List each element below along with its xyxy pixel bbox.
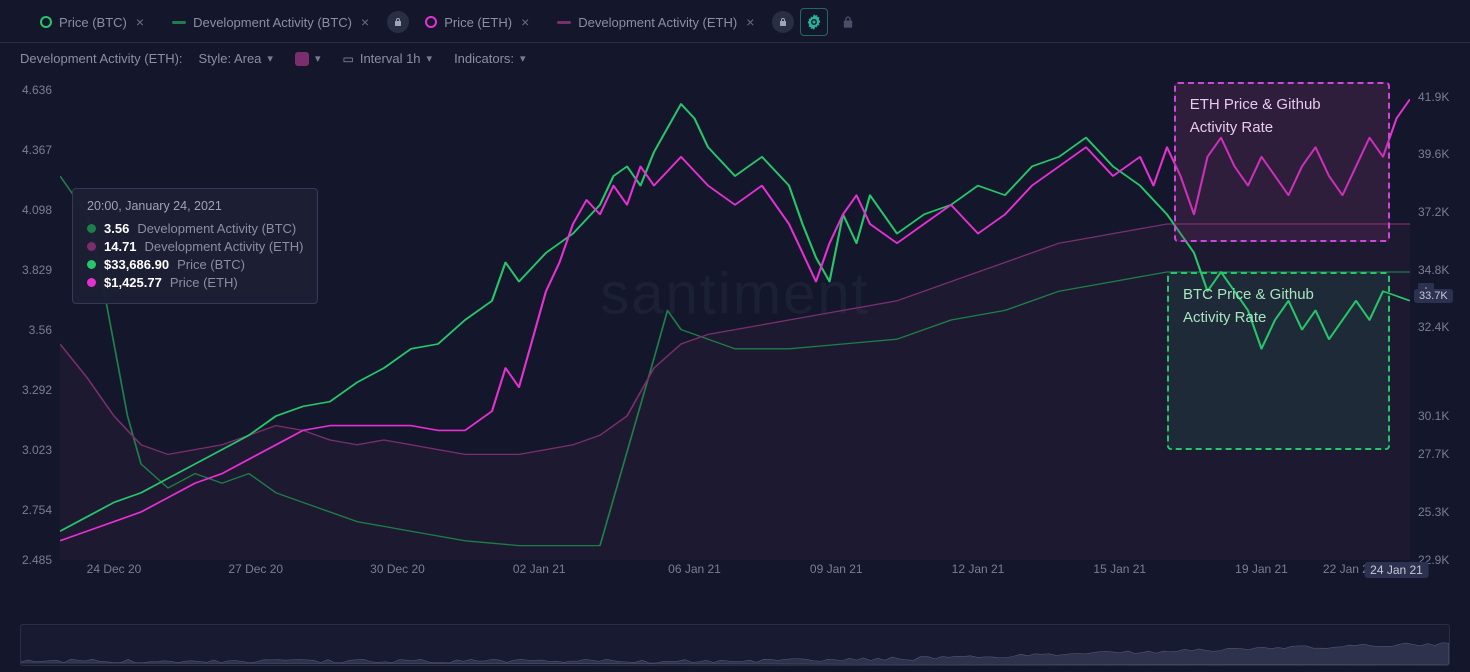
tab-label: Development Activity (BTC) xyxy=(193,15,352,30)
x-tick: 27 Dec 20 xyxy=(228,562,283,576)
tab-label: Development Activity (ETH) xyxy=(578,15,737,30)
line-marker-icon xyxy=(172,21,186,24)
style-dropdown[interactable]: Style: Area▾ xyxy=(193,49,279,68)
x-tick: 30 Dec 20 xyxy=(370,562,425,576)
settings-icon[interactable] xyxy=(800,8,828,36)
annotation-box: BTC Price & GithubActivity Rate xyxy=(1167,272,1390,450)
series-tab[interactable]: Price (BTC) × xyxy=(30,8,156,36)
y-left-tick: 3.56 xyxy=(29,323,52,337)
interval-dropdown[interactable]: ▭ Interval 1h▾ xyxy=(336,49,438,68)
y-right-tick: 39.6K xyxy=(1418,147,1449,161)
y-right-tick: 34.8K xyxy=(1418,263,1449,277)
indicators-dropdown[interactable]: Indicators:▾ xyxy=(448,49,532,68)
chart-area: santiment 4.6364.3674.0983.8293.563.2923… xyxy=(0,80,1470,590)
y-left-tick: 3.829 xyxy=(22,263,52,277)
annotation-box: ETH Price & GithubActivity Rate xyxy=(1174,82,1390,242)
y-right-tick: 25.3K xyxy=(1418,505,1449,519)
series-tooltip: 20:00, January 24, 20213.56 Development … xyxy=(72,188,318,304)
y-left-tick: 3.023 xyxy=(22,443,52,457)
chevron-down-icon: ▾ xyxy=(315,52,321,65)
y-left-tick: 4.098 xyxy=(22,203,52,217)
y-axis-right: 41.9K 39.6K 37.2K 34.8K 32.4K 30.1K 27.7K 25.3K… xyxy=(1410,80,1470,590)
y-left-tick: 2.485 xyxy=(22,553,52,567)
y-left-tick: 4.636 xyxy=(22,83,52,97)
close-icon[interactable]: × xyxy=(359,14,371,30)
lock-icon xyxy=(387,11,409,33)
toolbar-row: Development Activity (ETH): Style: Area▾… xyxy=(0,43,1470,74)
chevron-down-icon: ▾ xyxy=(267,52,273,65)
y-right-tick: 27.7K xyxy=(1418,447,1449,461)
current-price-marker: 33.7K xyxy=(1414,289,1453,303)
x-tick: 09 Jan 21 xyxy=(810,562,863,576)
tab-label: Price (ETH) xyxy=(444,15,512,30)
lock-icon[interactable] xyxy=(834,8,862,36)
context-label: Development Activity (ETH): xyxy=(20,51,183,66)
x-tick: 15 Jan 21 xyxy=(1093,562,1146,576)
chevron-down-icon: ▾ xyxy=(520,52,526,65)
line-marker-icon xyxy=(557,21,571,24)
interval-icon: ▭ xyxy=(342,52,353,66)
tab-label: Price (BTC) xyxy=(59,15,127,30)
x-axis: 24 Dec 20 27 Dec 20 30 Dec 20 02 Jan 21 06 J… xyxy=(60,562,1410,586)
color-dropdown[interactable]: ▾ xyxy=(289,50,327,68)
y-right-tick: 41.9K xyxy=(1418,90,1449,104)
x-tick: 06 Jan 21 xyxy=(668,562,721,576)
x-tick: 02 Jan 21 xyxy=(513,562,566,576)
lock-icon xyxy=(772,11,794,33)
ring-marker-icon xyxy=(40,16,52,28)
y-right-tick: 32.4K xyxy=(1418,320,1449,334)
series-tab[interactable]: Development Activity (BTC) × xyxy=(162,8,381,36)
x-tick: 12 Jan 21 xyxy=(952,562,1005,576)
y-left-tick: 3.292 xyxy=(22,383,52,397)
close-icon[interactable]: × xyxy=(744,14,756,30)
x-tick: 24 Dec 20 xyxy=(87,562,142,576)
y-left-tick: 2.754 xyxy=(22,503,52,517)
x-tick: 19 Jan 21 xyxy=(1235,562,1288,576)
y-axis-left: 4.636 4.367 4.098 3.829 3.56 3.292 3.023 2.754 2… xyxy=(0,80,60,590)
ring-marker-icon xyxy=(425,16,437,28)
y-left-tick: 4.367 xyxy=(22,143,52,157)
chevron-down-icon: ▾ xyxy=(427,52,433,65)
close-icon[interactable]: × xyxy=(519,14,531,30)
color-swatch xyxy=(295,52,309,66)
y-right-tick: 37.2K xyxy=(1418,205,1449,219)
mini-nav[interactable] xyxy=(20,624,1450,666)
series-tab[interactable]: Price (ETH) × xyxy=(415,8,541,36)
y-right-tick: 30.1K xyxy=(1418,409,1449,423)
close-icon[interactable]: × xyxy=(134,14,146,30)
tabs-row: Price (BTC)×Development Activity (BTC)×P… xyxy=(0,0,1470,43)
series-tab[interactable]: Development Activity (ETH) × xyxy=(547,8,766,36)
x-current: 24 Jan 21 xyxy=(1364,562,1429,578)
